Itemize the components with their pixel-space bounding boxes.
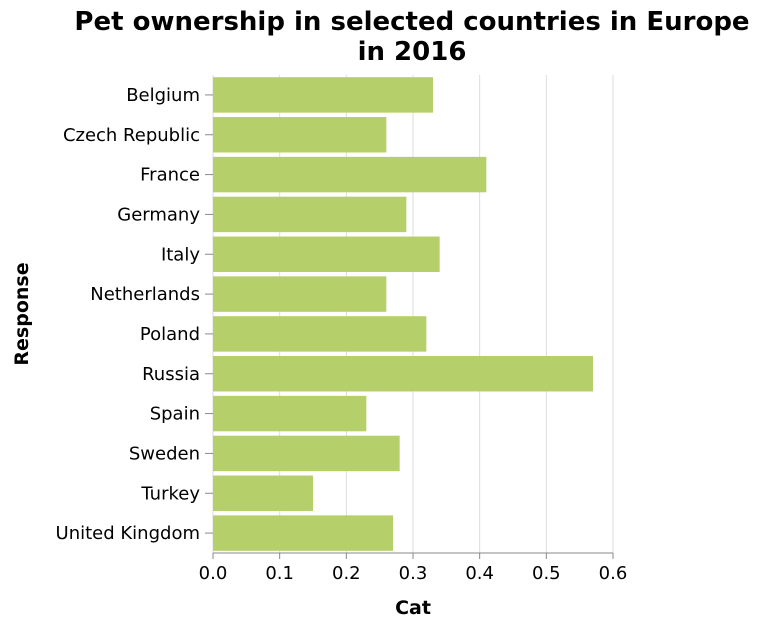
bar [213, 77, 433, 113]
y-tick-label: Sweden [129, 443, 200, 464]
chart-title-line-2: in 2016 [358, 37, 467, 67]
y-tick-label: France [140, 165, 200, 186]
bar [213, 316, 427, 352]
y-tick-label: Turkey [140, 483, 200, 504]
bar [213, 276, 387, 312]
x-tick-label: 0.6 [599, 563, 628, 584]
x-tick-label: 0.3 [399, 563, 428, 584]
y-tick-label: Spain [150, 404, 200, 425]
bars [213, 77, 593, 551]
y-tick-label: Germany [117, 204, 200, 225]
x-tick-label: 0.1 [265, 563, 294, 584]
bar [213, 515, 393, 551]
grid-lines [212, 75, 614, 553]
chart-title-line-1: Pet ownership in selected countries in E… [74, 7, 749, 37]
x-tick-label: 0.4 [465, 563, 494, 584]
bar [213, 236, 440, 272]
y-tick-label: Netherlands [90, 284, 200, 305]
y-tick-label: Poland [140, 324, 200, 345]
y-tick-label: Belgium [126, 85, 200, 106]
y-tick-label: Italy [161, 244, 200, 265]
bar [213, 356, 593, 392]
axes: 0.0 0.1 0.2 0.3 0.4 0.5 0.6 Belgium Czech Republ… [56, 85, 628, 584]
bar [213, 435, 400, 472]
x-tick-label: 0.2 [332, 563, 361, 584]
y-tick-label: United Kingdom [56, 523, 200, 544]
bar [213, 475, 313, 511]
bar [213, 156, 487, 193]
x-tick-label: 0.0 [199, 563, 228, 584]
y-axis-title: Response [11, 262, 33, 365]
x-axis-title: Cat [395, 597, 431, 619]
x-tick-label: 0.5 [532, 563, 561, 584]
bar [213, 117, 387, 153]
bar [213, 196, 407, 233]
bar [213, 395, 367, 432]
y-tick-label: Russia [142, 364, 200, 385]
y-tick-label: Czech Republic [63, 125, 200, 146]
